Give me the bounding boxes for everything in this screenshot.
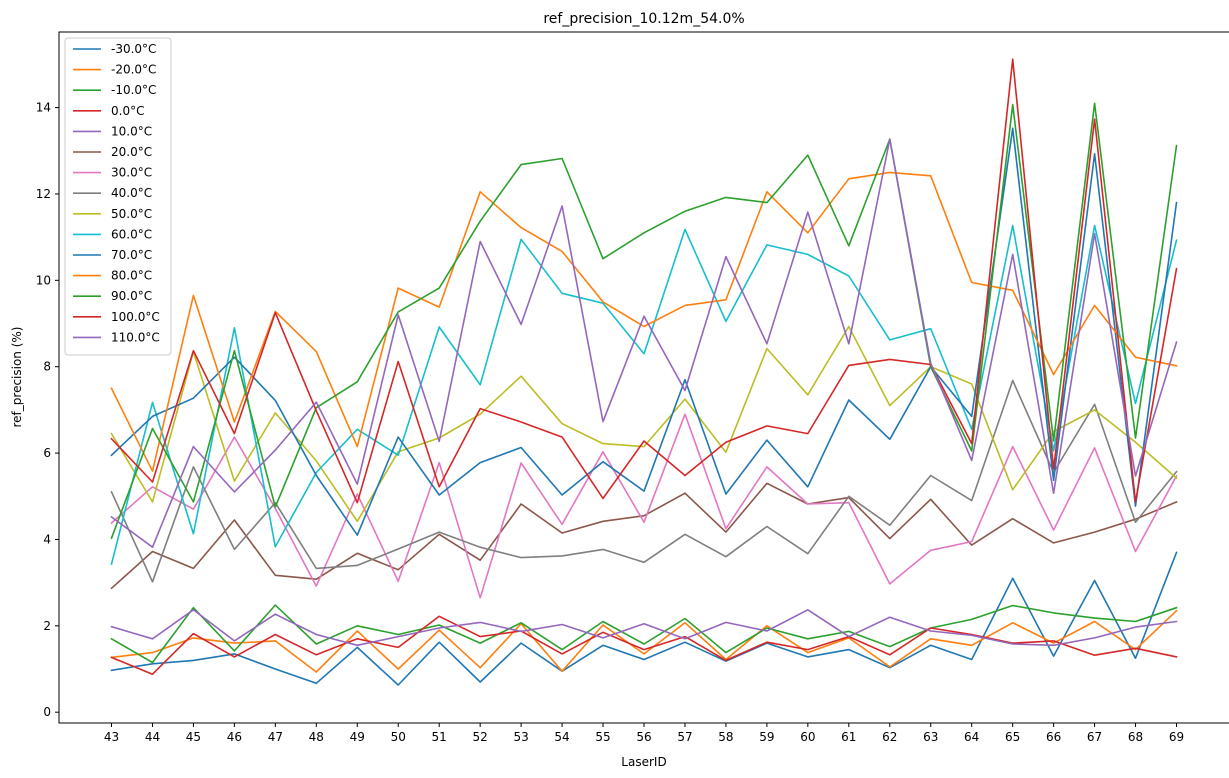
- y-tick-label: 2: [43, 619, 51, 633]
- x-tick-label: 51: [432, 730, 447, 744]
- x-tick-label: 59: [759, 730, 774, 744]
- legend-label: -10.0°C: [111, 83, 156, 97]
- x-tick-label: 67: [1087, 730, 1102, 744]
- legend-label: 70.0°C: [111, 248, 152, 262]
- x-tick-label: 55: [595, 730, 610, 744]
- plot-frame: [58, 31, 1229, 724]
- series-line-9: [110, 224, 1178, 566]
- series-line-4: [110, 608, 1178, 647]
- x-tick-label: 45: [186, 730, 201, 744]
- x-tick-label: 64: [964, 730, 979, 744]
- legend-label: 100.0°C: [111, 310, 160, 324]
- x-tick-label: 69: [1169, 730, 1184, 744]
- legend-label: 30.0°C: [111, 166, 152, 180]
- chart-title: ref_precision_10.12m_54.0%: [543, 11, 744, 27]
- y-tick-label: 14: [36, 101, 51, 115]
- series-line-2: [110, 604, 1178, 664]
- series-line-3: [110, 615, 1178, 676]
- x-tick-label: 52: [473, 730, 488, 744]
- x-tick-label: 62: [882, 730, 897, 744]
- legend-label: 20.0°C: [111, 145, 152, 159]
- y-axis: 0 2 4 6 8 10 12 14: [36, 101, 59, 719]
- series-line-8: [110, 325, 1178, 523]
- series-line-5: [110, 482, 1178, 590]
- legend: -30.0°C -20.0°C -10.0°C 0.0°C 10.0°C 20.0°C 30…: [64, 37, 172, 356]
- legend-label: -20.0°C: [111, 63, 156, 77]
- series-line-1: [110, 609, 1178, 673]
- x-tick-label: 56: [636, 730, 651, 744]
- series-line-7: [110, 379, 1178, 583]
- x-axis-label: LaserID: [621, 755, 666, 769]
- x-tick-label: 47: [268, 730, 283, 744]
- x-tick-label: 65: [1005, 730, 1020, 744]
- series-line-11: [110, 171, 1178, 473]
- y-tick-label: 8: [43, 360, 51, 374]
- legend-label: 0.0°C: [111, 104, 144, 118]
- series-line-10: [110, 127, 1178, 536]
- y-axis-label: ref_precision (%): [10, 327, 24, 428]
- x-tick-label: 54: [554, 730, 569, 744]
- series-line-13: [110, 58, 1178, 504]
- x-tick-label: 66: [1046, 730, 1061, 744]
- series-line-12: [110, 102, 1178, 540]
- y-tick-label: 0: [43, 705, 51, 719]
- legend-label: 110.0°C: [111, 330, 160, 344]
- x-tick-label: 49: [350, 730, 365, 744]
- y-tick-label: 10: [36, 273, 51, 287]
- x-tick-label: 61: [841, 730, 856, 744]
- x-tick-label: 58: [718, 730, 733, 744]
- legend-label: 10.0°C: [111, 124, 152, 138]
- series-layer: [110, 58, 1178, 686]
- x-tick-label: 63: [923, 730, 938, 744]
- legend-label: 90.0°C: [111, 289, 152, 303]
- series-line-14: [110, 138, 1178, 549]
- x-tick-label: 43: [104, 730, 119, 744]
- x-tick-label: 50: [391, 730, 406, 744]
- series-line-6: [110, 413, 1178, 599]
- legend-label: 40.0°C: [111, 186, 152, 200]
- x-tick-label: 44: [145, 730, 160, 744]
- x-tick-label: 53: [513, 730, 528, 744]
- legend-label: 60.0°C: [111, 227, 152, 241]
- y-tick-label: 12: [36, 187, 51, 201]
- legend-label: 50.0°C: [111, 207, 152, 221]
- legend-label: 80.0°C: [111, 269, 152, 283]
- legend-label: -30.0°C: [111, 42, 156, 56]
- series-line-0: [110, 551, 1178, 686]
- x-tick-label: 46: [227, 730, 242, 744]
- y-tick-label: 4: [43, 532, 51, 546]
- x-axis: 43 44 45 46 47 48 49 50 51 52 53 54 55 56 57 58 59 60 61 62…: [104, 723, 1184, 744]
- x-tick-label: 68: [1128, 730, 1143, 744]
- x-tick-label: 60: [800, 730, 815, 744]
- x-tick-label: 57: [677, 730, 692, 744]
- x-tick-label: 48: [309, 730, 324, 744]
- y-tick-label: 6: [43, 446, 51, 460]
